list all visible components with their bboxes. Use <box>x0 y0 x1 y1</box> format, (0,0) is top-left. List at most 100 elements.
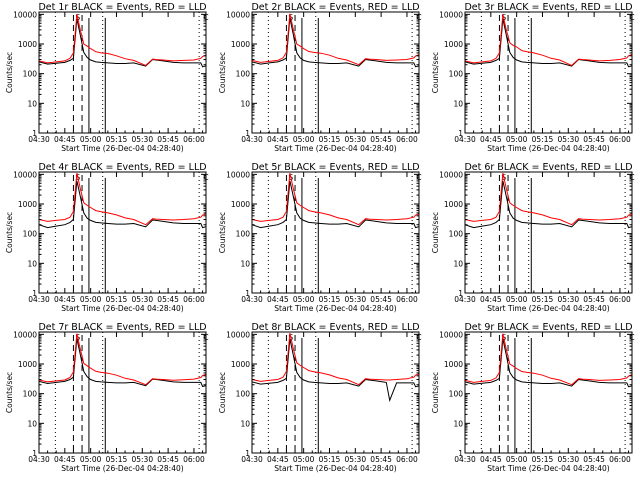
lld-series-line <box>39 333 206 386</box>
y-tick-label: 10000 <box>439 330 463 339</box>
plot-frame <box>251 331 420 454</box>
lld-series-line <box>252 172 419 226</box>
y-tick-label: 1 <box>32 289 37 298</box>
series-group <box>39 172 206 229</box>
x-tick-label: 04:30 <box>454 295 476 304</box>
panel-title: Det 7r BLACK = Events, RED = LLD <box>38 322 206 333</box>
x-axis-label: Start Time (26-Dec-04 04:28:40) <box>274 464 396 473</box>
x-tick-label: 06:00 <box>183 455 205 464</box>
series-group <box>465 172 632 229</box>
lld-series-line <box>252 332 419 386</box>
detector-panel: Det 8r BLACK = Events, RED = LLDSC110100… <box>218 322 422 473</box>
x-tick-label: 05:15 <box>106 295 128 304</box>
events-series-line <box>465 180 632 229</box>
events-series-line <box>39 18 206 68</box>
x-tick-label: 05:15 <box>319 295 341 304</box>
x-axis-label: Start Time (26-Dec-04 04:28:40) <box>61 464 183 473</box>
x-tick-label: 04:45 <box>480 135 502 144</box>
panel-title: Det 1r BLACK = Events, RED = LLD <box>38 2 206 13</box>
x-tick-label: 06:00 <box>396 135 418 144</box>
lld-series-line <box>465 14 632 66</box>
y-tick-label: 100 <box>236 390 251 399</box>
events-series-line <box>252 17 419 68</box>
y-tick-label: 10000 <box>13 330 37 339</box>
panel-title: Det 6r BLACK = Events, RED = LLD <box>464 162 632 173</box>
x-tick-label: 05:00 <box>293 455 315 464</box>
y-tick-label: 100 <box>23 390 38 399</box>
x-tick-label: 05:45 <box>583 135 605 144</box>
y-tick-label: 10 <box>453 419 463 428</box>
x-axis-label: Start Time (26-Dec-04 04:28:40) <box>274 304 396 313</box>
y-tick-label: 1 <box>458 129 463 138</box>
y-tick-label: 10 <box>27 99 37 108</box>
x-tick-label: 04:30 <box>28 455 50 464</box>
y-tick-label: 1 <box>245 289 250 298</box>
x-tick-label: 05:15 <box>319 455 341 464</box>
y-tick-label: 1000 <box>231 200 250 209</box>
y-axis-label: Counts/sec <box>5 372 14 413</box>
y-tick-label: 1 <box>245 129 250 138</box>
y-tick-label: 10000 <box>439 10 463 19</box>
panel-title: Det 8r BLACK = Events, RED = LLD <box>251 322 419 333</box>
y-axis-label: Counts/sec <box>431 212 440 253</box>
x-tick-label: 05:00 <box>293 295 315 304</box>
x-tick-label: 05:30 <box>131 455 153 464</box>
series-group <box>252 13 419 68</box>
detector-panel: Det 1r BLACK = Events, RED = LLDSC110100… <box>5 2 209 153</box>
y-tick-label: 10 <box>240 99 250 108</box>
y-tick-label: 1000 <box>444 40 463 49</box>
y-axis-label: Counts/sec <box>218 52 227 93</box>
x-tick-label: 05:30 <box>344 135 366 144</box>
detector-panel: Det 2r BLACK = Events, RED = LLDSC110100… <box>218 2 422 153</box>
y-tick-label: 10000 <box>226 330 250 339</box>
plot-frame <box>464 11 633 134</box>
panel-title: Det 3r BLACK = Events, RED = LLD <box>464 2 632 13</box>
y-tick-label: 10 <box>27 419 37 428</box>
x-tick-label: 05:00 <box>293 135 315 144</box>
x-tick-label: 04:45 <box>54 295 76 304</box>
x-tick-label: 05:45 <box>370 455 392 464</box>
x-tick-label: 05:30 <box>344 455 366 464</box>
x-tick-label: 06:00 <box>183 295 205 304</box>
series-group <box>465 333 632 388</box>
y-axis-label: Counts/sec <box>5 52 14 93</box>
plot-frame <box>464 331 633 454</box>
x-tick-label: 06:00 <box>609 135 631 144</box>
series-group <box>39 333 206 388</box>
detector-panel: Det 6r BLACK = Events, RED = LLDSC110100… <box>431 162 635 313</box>
y-axis-label: Counts/sec <box>5 212 14 253</box>
series-group <box>39 14 206 68</box>
x-tick-label: 06:00 <box>396 455 418 464</box>
plot-frame <box>251 11 420 134</box>
x-tick-label: 04:45 <box>54 455 76 464</box>
y-tick-label: 10 <box>240 419 250 428</box>
y-tick-label: 10000 <box>13 10 37 19</box>
plot-frame <box>38 11 207 134</box>
x-tick-label: 05:30 <box>344 295 366 304</box>
y-tick-label: 1 <box>245 449 250 458</box>
x-tick-label: 05:15 <box>532 295 554 304</box>
lld-series-line <box>39 14 206 66</box>
x-tick-label: 05:15 <box>532 135 554 144</box>
x-tick-label: 05:30 <box>131 295 153 304</box>
x-axis-label: Start Time (26-Dec-04 04:28:40) <box>487 304 609 313</box>
lld-series-line <box>39 172 206 226</box>
y-tick-label: 100 <box>236 230 251 239</box>
y-tick-label: 10000 <box>226 10 250 19</box>
detector-panel: Det 5r BLACK = Events, RED = LLDSC110100… <box>218 162 422 313</box>
y-tick-label: 1 <box>458 289 463 298</box>
y-tick-label: 1000 <box>444 200 463 209</box>
y-tick-label: 1000 <box>231 40 250 49</box>
x-axis-label: Start Time (26-Dec-04 04:28:40) <box>487 464 609 473</box>
x-tick-label: 05:30 <box>131 135 153 144</box>
y-tick-label: 10000 <box>13 170 37 179</box>
series-group <box>465 14 632 68</box>
detector-panel: Det 9r BLACK = Events, RED = LLDSC110100… <box>431 322 635 473</box>
lld-series-line <box>252 13 419 66</box>
events-series-line <box>252 338 419 403</box>
x-tick-label: 04:30 <box>454 135 476 144</box>
x-tick-label: 05:45 <box>157 455 179 464</box>
x-tick-label: 04:30 <box>241 295 263 304</box>
x-tick-label: 05:45 <box>157 135 179 144</box>
x-tick-label: 06:00 <box>183 135 205 144</box>
